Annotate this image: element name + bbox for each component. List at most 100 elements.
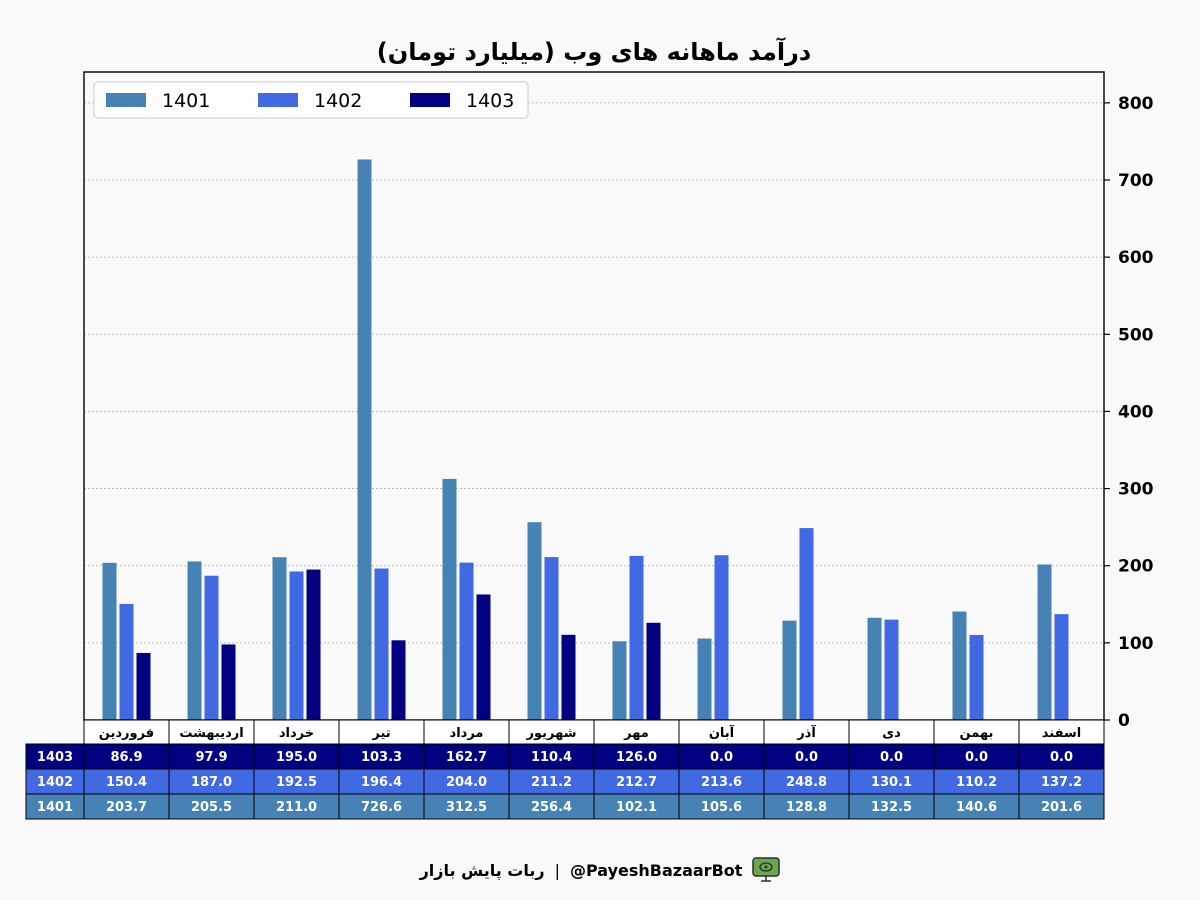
y-tick-label: 0 — [1118, 711, 1130, 731]
table-cell — [593, 743, 680, 770]
category-label: فروردین — [99, 726, 154, 741]
category-label: آبان — [709, 724, 735, 741]
bar — [119, 603, 134, 720]
table-cell-value: 0.0 — [795, 750, 818, 765]
y-axis-ticks: 0 100 200 300 400 500 600 700 800 — [1104, 94, 1154, 731]
table-cell-value: 128.8 — [786, 800, 827, 815]
table-cell-value: 132.5 — [871, 800, 912, 815]
bar — [272, 557, 287, 720]
table-cell-value: 211.2 — [531, 775, 572, 790]
table-header-cell — [508, 719, 595, 745]
table-cell — [83, 743, 170, 770]
category-label: دی — [882, 726, 901, 741]
y-tick-label: 100 — [1118, 634, 1154, 654]
tv-bot-icon — [752, 857, 781, 883]
legend-label: 1401 — [162, 90, 210, 112]
table-cell — [933, 793, 1020, 820]
category-label: خرداد — [279, 726, 314, 741]
y-tick-label: 700 — [1118, 171, 1154, 191]
y-tick-label: 200 — [1118, 557, 1154, 577]
footer-text: ربات پایش بازار — [419, 860, 545, 880]
table-cell-value: 162.7 — [446, 750, 487, 765]
table-cell-value: 97.9 — [195, 750, 227, 765]
table-cell-value: 0.0 — [880, 750, 903, 765]
bar — [561, 634, 576, 720]
table-cell — [423, 743, 510, 770]
legend-swatch — [106, 93, 146, 107]
category-label: تیر — [371, 726, 390, 741]
footer: ربات پایش بازار | @PayeshBazaarBot — [0, 855, 1200, 885]
bar — [204, 575, 219, 720]
bar — [697, 638, 712, 720]
bar — [646, 622, 661, 720]
table-cell — [678, 743, 765, 770]
y-tick-label: 800 — [1118, 94, 1154, 114]
table-cell-value: 0.0 — [1050, 750, 1073, 765]
bar — [187, 561, 202, 720]
table-cell — [253, 743, 340, 770]
table-cell — [848, 793, 935, 820]
bar — [884, 619, 899, 720]
table-cell-value: 256.4 — [531, 800, 572, 815]
bar — [1054, 614, 1069, 720]
data-table: فروردین اردیبهشت خرداد تیر مرداد شهریور مهر آبا… — [25, 719, 1105, 820]
row-label-cell — [25, 793, 85, 820]
table-cell-value: 726.6 — [361, 800, 402, 815]
plot-frame — [83, 71, 1105, 721]
row-label: 1403 — [37, 750, 73, 765]
table-cell-value: 0.0 — [710, 750, 733, 765]
bar — [221, 644, 236, 720]
bar — [442, 478, 457, 720]
y-tick-label: 600 — [1118, 248, 1154, 268]
table-cell — [1018, 793, 1105, 820]
legend-label: 1403 — [466, 90, 514, 112]
footer-handle[interactable]: @PayeshBazaarBot — [569, 860, 743, 880]
table-cell-value: 248.8 — [786, 775, 827, 790]
row-label: 1402 — [37, 775, 73, 790]
bar — [629, 555, 644, 720]
category-label: مرداد — [450, 726, 484, 741]
row-label: 1401 — [37, 800, 73, 815]
bar — [459, 562, 474, 720]
bar — [476, 594, 491, 720]
table-cell — [83, 793, 170, 820]
table-header-cell — [168, 719, 255, 745]
bar — [136, 652, 151, 720]
bar — [782, 620, 797, 720]
table-header-cell — [848, 719, 935, 745]
table-cell-value: 150.4 — [106, 775, 147, 790]
bar — [289, 571, 304, 720]
y-tick-label: 500 — [1118, 325, 1154, 345]
table-header-cell — [1018, 719, 1105, 745]
table-cell — [1018, 743, 1105, 770]
table-cell-value: 213.6 — [701, 775, 742, 790]
category-label: اسفند — [1042, 726, 1081, 741]
bar-chart: درآمد ماهانه های وب (میلیارد تومان) 0 100… — [25, 37, 1154, 820]
category-label: آذر — [796, 724, 816, 741]
legend-swatch — [258, 93, 298, 107]
table-cell-value: 203.7 — [106, 800, 147, 815]
table-cell-value: 201.6 — [1041, 800, 1082, 815]
legend: 1401 1402 1403 — [93, 81, 529, 119]
y-tick-label: 400 — [1118, 402, 1154, 422]
table-cell-value: 102.1 — [616, 800, 657, 815]
bar — [102, 562, 117, 720]
table-cell-value: 130.1 — [871, 775, 912, 790]
table-cell-value: 126.0 — [616, 750, 657, 765]
table-cell-value: 0.0 — [965, 750, 988, 765]
bar — [612, 641, 627, 720]
table-cell — [593, 793, 680, 820]
table-cell — [168, 743, 255, 770]
table-cell-value: 86.9 — [110, 750, 142, 765]
y-tick-label: 300 — [1118, 480, 1154, 500]
table-cell-value: 204.0 — [446, 775, 487, 790]
table-header-cell — [678, 719, 765, 745]
table-cell — [338, 768, 425, 795]
table-cell-value: 110.2 — [956, 775, 997, 790]
table-header-cell — [423, 719, 510, 745]
table-cell-value: 105.6 — [701, 800, 742, 815]
footer-separator: | — [554, 860, 560, 880]
category-label: بهمن — [960, 726, 994, 741]
table-cell-value: 211.0 — [276, 800, 317, 815]
